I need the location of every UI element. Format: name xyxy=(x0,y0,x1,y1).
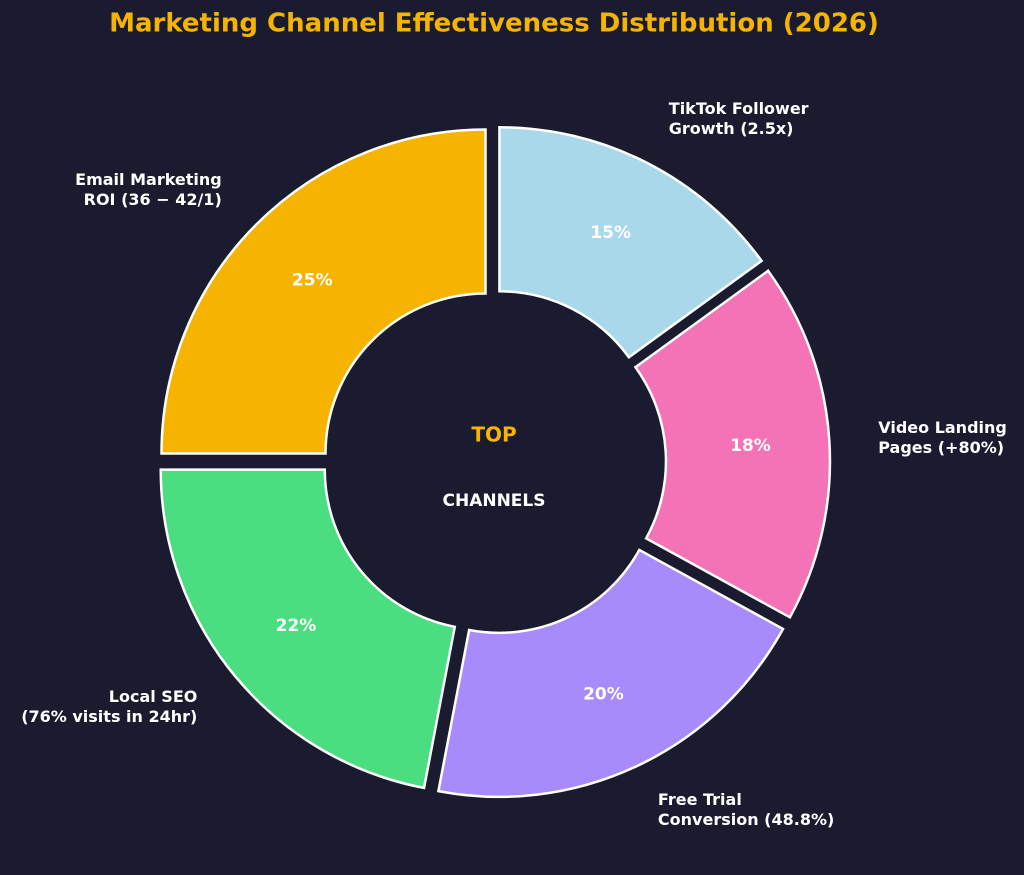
category-label: TikTok Follower Growth (2.5x) xyxy=(668,98,809,138)
category-label: Video Landing Pages (+80%) xyxy=(878,417,1007,457)
value-label: 20% xyxy=(583,685,624,705)
center-title: TOP xyxy=(471,423,516,447)
value-label: 22% xyxy=(276,616,317,636)
slice xyxy=(498,126,764,360)
slice xyxy=(160,128,487,455)
value-label: 25% xyxy=(292,270,333,290)
value-label: 15% xyxy=(590,223,631,243)
category-label: Email Marketing ROI (36 − 42/1) xyxy=(75,169,222,209)
category-label: Local SEO (76% visits in 24hr) xyxy=(21,687,198,727)
slice xyxy=(159,468,457,790)
center-subtitle: CHANNELS xyxy=(442,491,545,511)
category-label: Free Trial Conversion (48.8%) xyxy=(657,790,835,830)
value-label: 18% xyxy=(730,436,771,456)
slice xyxy=(436,548,785,799)
slice xyxy=(633,269,832,620)
chart-title: Marketing Channel Effectiveness Distribu… xyxy=(109,9,879,39)
